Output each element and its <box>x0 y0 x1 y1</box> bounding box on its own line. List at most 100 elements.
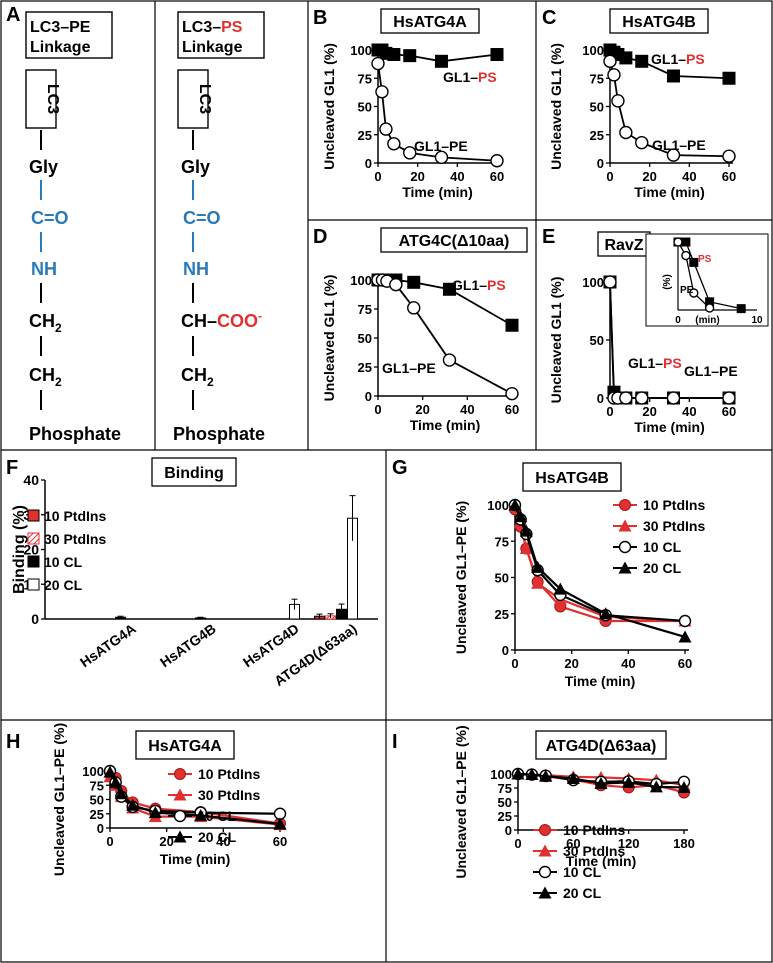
legend-marker <box>174 768 186 780</box>
legend-label: 10 PtdIns <box>198 766 260 782</box>
series-point <box>531 576 545 589</box>
x-tick-label: 60 <box>490 169 504 184</box>
carbonyl-left: C=O <box>31 208 69 228</box>
x-tick-label: 60 <box>722 404 736 419</box>
legend-marker <box>173 788 187 801</box>
amine-left: NH <box>31 259 57 279</box>
x-tick-label: 20 <box>642 404 656 419</box>
legend-label: 10 PtdIns <box>563 822 625 838</box>
series-point <box>678 614 692 628</box>
chart-hsatg4b-ps-pe: C HsATG4B 0 20 40 60 0 25 50 75 100 Time (min) Uncle… <box>542 7 736 200</box>
panel-letter: H <box>6 731 20 753</box>
ps-point <box>635 54 649 68</box>
lc3-label-right: LC3 <box>196 84 213 114</box>
x-tick-label: 0 <box>374 402 381 417</box>
y-tick-label: 75 <box>590 71 604 86</box>
series-point <box>273 817 287 830</box>
label-gl1-ps-red: PS <box>686 51 705 67</box>
legend-marker <box>539 824 551 836</box>
linkage-box-right <box>177 11 265 59</box>
x-tick-label: 40 <box>450 169 464 184</box>
series-point <box>531 560 545 573</box>
y-axis-label: Binding (%) <box>11 505 28 594</box>
series-point <box>519 542 533 554</box>
y-tick-label: 25 <box>498 809 512 824</box>
x-tick-label: 20 <box>642 169 656 184</box>
pe-point <box>490 154 504 168</box>
x-tick-label: 180 <box>673 836 695 851</box>
legend-label: 20 CL <box>643 560 682 576</box>
x-tick-label: 0 <box>606 404 613 419</box>
label-gl1-ps-black: GL1– <box>628 355 663 371</box>
inset-point <box>673 237 683 247</box>
legend-swatch <box>27 555 40 568</box>
x-axis-label: Time (min) <box>634 419 705 435</box>
y-tick-label: 75 <box>495 534 509 549</box>
panel-letter: D <box>313 226 327 248</box>
category-label: HsATG4B <box>157 620 219 670</box>
phosphate-left: Phosphate <box>29 424 121 444</box>
y-tick-label: 0 <box>31 611 39 627</box>
pe-point <box>619 125 633 140</box>
inset-point <box>681 237 691 247</box>
label-gl1-ps: GL1–PS <box>628 355 682 371</box>
y-tick-label: 0 <box>365 156 372 171</box>
legend-marker <box>538 844 552 857</box>
chart-title: HsATG4A <box>148 738 222 755</box>
panel-letter: I <box>392 731 398 753</box>
y-axis-label: Uncleaved GL1–PE (%) <box>51 723 67 876</box>
legend-marker <box>618 519 632 532</box>
y-tick-label: 50 <box>590 333 604 348</box>
label-gl1-pe: GL1–PE <box>414 138 468 154</box>
pe-point <box>387 137 401 151</box>
y-tick-label: 25 <box>590 128 604 143</box>
pe-point <box>407 301 421 315</box>
series-point <box>622 775 636 788</box>
series-point <box>553 582 567 595</box>
chart-hsatg4a-ps-pe: B HsATG4A 0 20 40 60 0 25 50 75 100 Time (min) Uncle… <box>313 7 504 200</box>
x-tick-label: 0 <box>374 169 381 184</box>
chart-atg4c-ps-pe: D ATG4C(Δ10aa) 0 20 40 60 0 25 50 75 100 Time (min)… <box>313 226 528 433</box>
series-point <box>126 798 140 811</box>
inset-series-line <box>677 241 711 309</box>
y-axis-label: Uncleaved GL1 (%) <box>321 275 337 402</box>
pe-point <box>607 68 621 82</box>
pe-point <box>666 391 681 405</box>
series-point <box>678 630 692 643</box>
legend-marker <box>538 886 552 899</box>
ps-point <box>407 275 421 289</box>
legend-swatch <box>27 509 40 522</box>
x-axis-label: Time (min) <box>565 673 636 689</box>
pe-point <box>722 149 736 163</box>
chart-hsatg4b-lipids: G HsATG4B 0 20 40 60 0 25 50 75 100 Time (min) Uncle… <box>392 457 705 689</box>
x-axis-label: Time (min) <box>402 184 473 200</box>
inset-point <box>689 288 699 298</box>
y-tick-label: 75 <box>358 302 372 317</box>
panel-letter: B <box>313 7 327 29</box>
series-point <box>114 787 128 800</box>
series-point <box>103 765 117 778</box>
y-tick-label: 25 <box>358 360 372 375</box>
inset-point <box>736 304 746 314</box>
pe-point <box>434 150 449 165</box>
linkage-box-left <box>25 11 113 59</box>
legend-label: 20 CL <box>44 577 83 593</box>
y-axis-label: Uncleaved GL1–PE (%) <box>453 725 469 878</box>
ch2-left-2: CH2 <box>29 365 62 389</box>
x-tick-label: 0 <box>606 169 613 184</box>
y-tick-label: 75 <box>90 778 104 793</box>
series-point <box>514 510 528 523</box>
legend-swatch <box>27 578 40 591</box>
ch2-right: CH2 <box>181 365 214 389</box>
label-gl1-pe: GL1–PE <box>652 137 706 153</box>
label-gl1-ps-black: GL1– <box>651 51 686 67</box>
y-tick-label: 50 <box>358 331 372 346</box>
legend-label: 10 CL <box>643 539 682 555</box>
title-box <box>380 8 480 34</box>
y-tick-label: 100 <box>582 43 604 58</box>
series-point <box>599 607 613 620</box>
pe-point <box>635 391 649 405</box>
y-tick-label: 50 <box>590 100 604 115</box>
